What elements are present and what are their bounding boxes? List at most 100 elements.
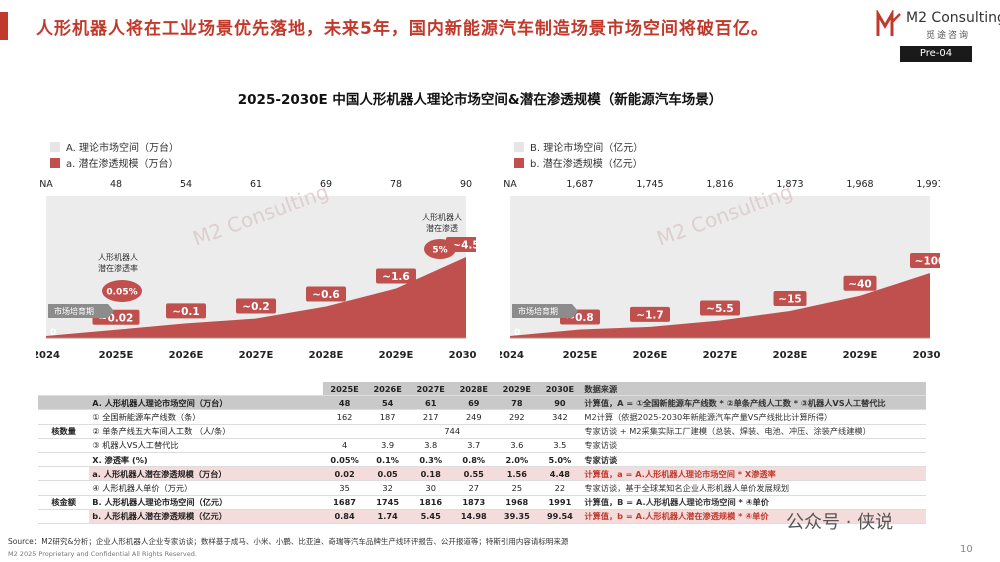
top-value-label: 78 (390, 179, 402, 190)
row-value: 1.74 (366, 509, 410, 524)
top-value-label: NA (39, 179, 53, 190)
header-cell: 2025E (323, 382, 367, 397)
row-value: 1.56 (495, 466, 539, 482)
row-label: A. 人形机器人理论市场空间（万台） (89, 395, 324, 411)
row-value: 2.0% (495, 452, 539, 468)
potential-scale-area (46, 257, 466, 338)
header-cell (38, 382, 90, 397)
table-row: 核数量 ② 单条产线五大车间人工数 （人/条） 744 专家访谈 + M2采集实际工厂… (38, 424, 926, 439)
data-label: ~1.7 (636, 309, 663, 321)
row-value: 1991 (538, 495, 582, 510)
data-label-box (630, 306, 670, 322)
data-label: ~15 (778, 293, 801, 305)
row-source: 专家访谈 (581, 452, 926, 468)
copyright-note: M2 2025 Proprietary and Confidential All… (8, 550, 197, 558)
data-label: ~100 (915, 256, 940, 268)
legend-label-potential: a. 潜在渗透规模（万台） (66, 157, 179, 170)
row-value: 25 (495, 480, 539, 496)
stage-arrow (48, 304, 114, 318)
row-group (38, 509, 90, 524)
row-value: 1873 (452, 495, 496, 510)
row-value: 217 (409, 409, 453, 425)
top-value-label: 1,991 (916, 179, 940, 190)
row-value: 4.48 (538, 466, 582, 482)
data-label: 0 (514, 328, 520, 338)
row-value: 3.5 (538, 438, 582, 453)
penetration-pct-2030: 5% (432, 246, 447, 256)
header-cell: 2030E (538, 382, 582, 397)
legend-label-theoretical: B. 理论市场空间（亿元） (530, 141, 643, 154)
row-group (38, 452, 90, 468)
row-label: ② 单条产线五大车间人工数 （人/条） (89, 424, 324, 439)
table-row: b. 人形机器人潜在渗透规模（亿元） 0.84 1.74 5.45 14.98 39.35… (38, 509, 926, 524)
row-group (38, 409, 90, 425)
row-value: 3.6 (495, 438, 539, 453)
row-value: 3.8 (409, 438, 453, 453)
legend-swatch-theoretical (514, 142, 524, 152)
x-tick-label: 2024 (36, 350, 60, 361)
stage-label: 市场培育期 (54, 306, 94, 316)
data-label: ~1.6 (382, 271, 409, 283)
penetration-pct-2025: 0.05% (106, 288, 137, 298)
row-value: 39.35 (495, 509, 539, 524)
x-tick-label: 2029E (379, 350, 414, 361)
data-label-box (700, 300, 740, 316)
data-label-box (376, 268, 416, 284)
row-value: 162 (323, 409, 367, 425)
row-value: 292 (495, 409, 539, 425)
row-value: 0.18 (409, 466, 453, 482)
row-value: 32 (366, 480, 410, 496)
row-value: 1687 (323, 495, 367, 510)
x-tick-label: 2027E (703, 350, 738, 361)
row-source: 计算值，a = A.人形机器人理论市场空间 * X渗透率 (581, 466, 926, 482)
chart-title: 2025-2030E 中国人形机器人理论市场空间&潜在渗透规模（新能源汽车场景） (237, 92, 723, 108)
table-row: X. 渗透率 (%) 0.05% 0.1% 0.3% 0.8% 2.0% 5.0% 专家访谈 (38, 452, 926, 468)
top-value-label: 1,968 (846, 179, 873, 190)
legend-swatch-potential (50, 158, 60, 168)
data-label-box (166, 303, 206, 319)
row-label: ③ 机器人VS人工替代比 (89, 438, 324, 453)
row-value: 78 (495, 395, 539, 411)
x-tick-label: 2030E (449, 350, 476, 361)
data-label: 0 (50, 328, 56, 338)
row-label: b. 人形机器人潜在渗透规模（亿元） (89, 509, 324, 524)
row-value: 5.0% (538, 452, 582, 468)
penetration-note-2025-line2: 潜在渗透率 (98, 263, 138, 273)
page-headline: 人形机器人将在工业场景优先落地，未来5年，国内新能源汽车制造场景市场空间将破百亿… (36, 19, 769, 39)
row-value: 99.54 (538, 509, 582, 524)
top-value-label: NA (503, 179, 517, 190)
row-value: 1968 (495, 495, 539, 510)
data-label: ~0.6 (312, 289, 339, 301)
row-source: 计算值，A = ①全国新能源车产线数 * ②单条产线人工数 * ③机器人VS人工… (581, 395, 926, 411)
legend-label-potential: b. 潜在渗透规模（亿元） (530, 157, 643, 170)
legend-swatch-potential (514, 158, 524, 168)
table-header-row: 2025E 2026E 2027E 2028E 2029E 2030E 数据来源 (38, 382, 926, 397)
table-row: a. 人形机器人潜在渗透规模（万台） 0.02 0.05 0.18 0.55 1.56 4.… (38, 466, 926, 482)
row-value: 5.45 (409, 509, 453, 524)
row-source: 专家访谈 + M2采集实际工厂建模（总装、焊装、电池、冲压、涂装产线建模） (581, 424, 926, 439)
row-label: ④ 人形机器人单价（万元） (89, 480, 324, 496)
row-value: 1816 (409, 495, 453, 510)
top-value-label: 61 (250, 179, 262, 190)
penetration-bubble-2030 (424, 239, 456, 259)
row-value: 187 (366, 409, 410, 425)
row-group: 核数量 (38, 424, 90, 439)
row-group (38, 466, 90, 482)
brand-name: M2 Consulting (906, 10, 1000, 26)
table-row: ③ 机器人VS人工替代比 4 3.9 3.8 3.7 3.6 3.5 专家访谈 (38, 438, 926, 453)
x-tick-label: 2025E (99, 350, 134, 361)
top-value-label: 1,745 (636, 179, 663, 190)
row-value: 0.1% (366, 452, 410, 468)
x-tick-label: 2025E (563, 350, 598, 361)
row-value: 249 (452, 409, 496, 425)
penetration-note-2030-line2: 潜在渗透 (426, 223, 458, 233)
row-value: 1745 (366, 495, 410, 510)
source-note: Source：M2研究&分析；企业人形机器人企业专家访谈；数样基于成马、小米、小… (8, 537, 569, 546)
wechat-watermark: 公众号 · 侠说 (786, 512, 894, 533)
row-value: 0.55 (452, 466, 496, 482)
row-source: 专家访谈，基于全球某知名企业人形机器人单价发展规划 (581, 480, 926, 496)
top-value-label: 1,816 (706, 179, 733, 190)
header-cell: 数据来源 (581, 382, 926, 397)
row-label: a. 人形机器人潜在渗透规模（万台） (89, 466, 324, 482)
row-group (38, 480, 90, 496)
